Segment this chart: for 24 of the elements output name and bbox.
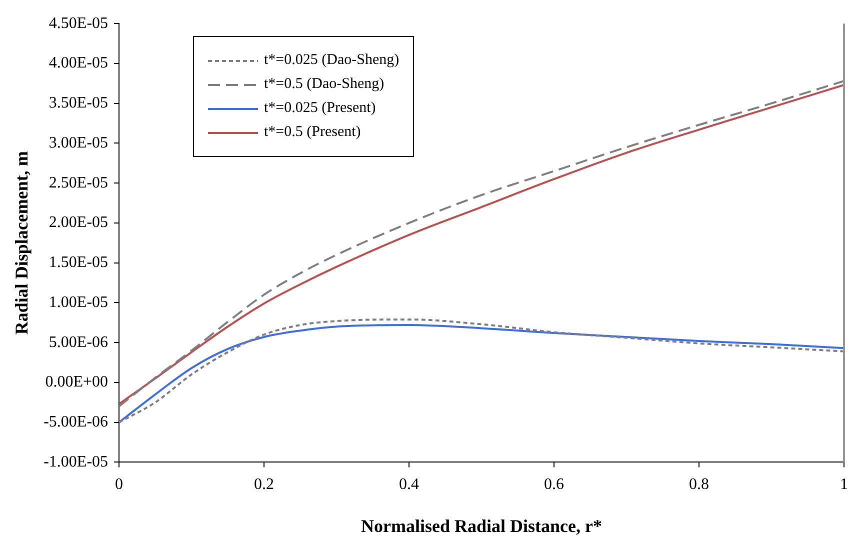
x-tick-label: 1: [840, 476, 848, 494]
y-tick-label: 1.50E-05: [48, 254, 108, 272]
x-tick-label: 0.6: [544, 476, 564, 494]
y-tick-label: 4.50E-05: [48, 14, 108, 32]
y-tick-label: 2.50E-05: [48, 174, 108, 192]
y-tick-label: 5.00E-06: [48, 334, 108, 351]
x-tick-label: 0.2: [254, 476, 274, 494]
y-tick-label: -1.00E-05: [44, 453, 108, 470]
x-axis-title: Normalised Radial Distance, r*: [361, 516, 602, 536]
y-tick-label: 0.00E+00: [45, 374, 108, 391]
x-tick-label: 0: [115, 476, 124, 494]
legend-label: t*=0.5 (Present): [264, 124, 361, 141]
y-tick-label: 3.00E-05: [48, 134, 108, 152]
y-axis-title: Radial Displacement, m: [11, 151, 32, 335]
legend-label: t*=0.025 (Dao-Sheng): [264, 52, 400, 69]
legend-label: t*=0.025 (Present): [264, 100, 376, 117]
y-tick-label: 4.00E-05: [48, 54, 108, 72]
y-tick-label: 1.00E-05: [48, 294, 108, 311]
x-tick-label: 0.8: [689, 476, 710, 494]
legend-label: t*=0.5 (Dao-Sheng): [264, 76, 384, 93]
y-tick-label: -5.00E-06: [44, 414, 108, 431]
y-tick-label: 3.50E-05: [48, 94, 108, 112]
y-tick-label: 2.00E-05: [48, 214, 108, 232]
x-tick-label: 0.4: [399, 476, 420, 494]
